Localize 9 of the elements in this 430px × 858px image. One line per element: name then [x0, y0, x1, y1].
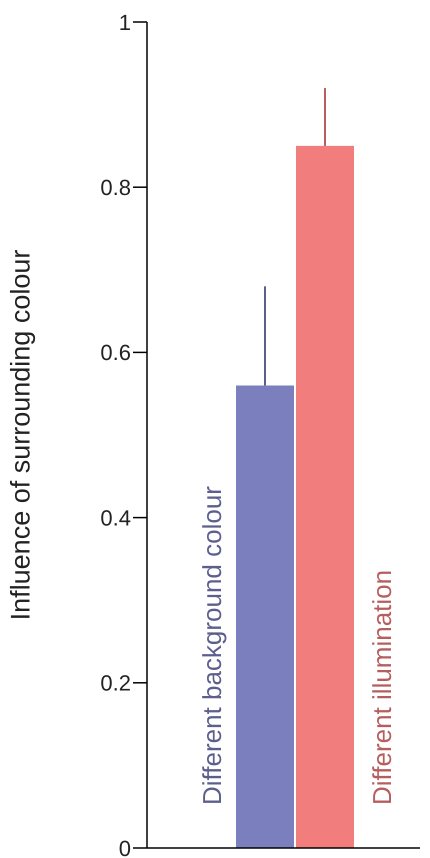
y-tick-label: 0.8 — [100, 175, 131, 200]
y-tick-label: 0 — [118, 836, 131, 858]
y-tick-label: 1 — [118, 10, 131, 35]
y-tick-label: 0.4 — [100, 505, 131, 530]
x-tick-label: Different illumination — [367, 570, 397, 805]
y-axis-title: Influence of surrounding colour — [6, 250, 36, 620]
y-tick-label: 0.2 — [100, 670, 131, 696]
x-tick-label: Different background colour — [197, 486, 227, 805]
y-tick-label: 0.6 — [100, 340, 131, 366]
